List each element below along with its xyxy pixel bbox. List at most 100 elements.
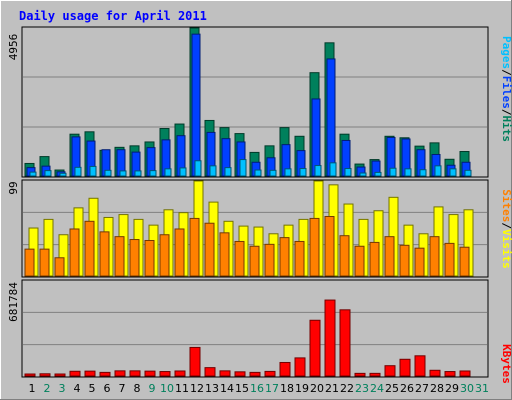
x-tick-label: 9 [149, 382, 156, 395]
legend-sep-1: / [500, 69, 512, 76]
x-tick-label: 23 [355, 382, 369, 395]
bar-sites-day-1 [24, 248, 35, 277]
x-tick-label: 14 [220, 382, 234, 395]
bar-kbytes-day-28 [429, 369, 441, 377]
bar-kbytes-day-26 [399, 358, 411, 377]
bar-pages-day-22 [344, 168, 352, 177]
bar-pages-day-19 [299, 168, 307, 177]
x-tick-label: 25 [385, 382, 399, 395]
bar-kbytes-day-6 [99, 371, 111, 377]
bar-pages-day-17 [269, 169, 277, 177]
bar-pages-day-30 [464, 169, 472, 177]
bar-pages-day-26 [404, 168, 412, 177]
panel-bottom-legend: KBytes [500, 344, 512, 384]
legend-pages: Pages [500, 36, 512, 69]
bar-sites-day-14 [219, 232, 230, 277]
panel-middle-max-label: 99 [7, 181, 20, 194]
bar-pages-day-9 [149, 170, 157, 177]
bar-kbytes-day-16 [249, 371, 261, 377]
bar-sites-day-9 [144, 239, 155, 277]
bar-pages-day-10 [164, 168, 172, 177]
bar-pages-day-2 [44, 170, 52, 177]
bar-files-day-21 [326, 58, 336, 177]
bar-pages-day-29 [449, 168, 457, 177]
bar-sites-day-11 [174, 228, 185, 277]
x-tick-label: 21 [325, 382, 339, 395]
legend-visits: Visits [500, 229, 512, 269]
bar-kbytes-day-9 [144, 370, 156, 377]
bar-pages-day-15 [239, 159, 247, 177]
bar-pages-day-13 [209, 165, 217, 177]
bar-kbytes-day-5 [84, 370, 96, 377]
bar-kbytes-day-7 [114, 370, 126, 377]
x-tick-label: 8 [134, 382, 141, 395]
bar-pages-day-11 [179, 167, 187, 177]
bar-sites-day-28 [429, 236, 440, 277]
x-tick-label: 4 [74, 382, 81, 395]
legend-sep-3: / [500, 222, 512, 229]
bar-kbytes-day-10 [159, 371, 171, 377]
bar-kbytes-day-8 [129, 370, 141, 377]
panel-top-legend: Pages/Files/Hits [500, 36, 512, 142]
panel-bottom: 681784 KBytes [7, 279, 512, 384]
bar-kbytes-day-12 [189, 346, 201, 377]
bar-kbytes-day-4 [69, 370, 81, 377]
panel-middle-legend: Sites/Visits [500, 189, 512, 269]
x-tick-label: 16 [250, 382, 264, 395]
bar-sites-day-4 [69, 228, 80, 277]
x-tick-label: 18 [280, 382, 294, 395]
x-tick-label: 7 [119, 382, 126, 395]
panel-bottom-max-label: 681784 [7, 282, 20, 322]
bar-pages-day-12 [194, 160, 202, 177]
bar-pages-day-28 [434, 165, 442, 177]
bar-pages-day-24 [374, 171, 382, 177]
bar-sites-day-25 [384, 236, 395, 277]
bar-sites-day-22 [339, 235, 350, 277]
x-tick-label: 6 [104, 382, 111, 395]
bar-kbytes-day-30 [459, 370, 471, 377]
svg-text:KBytes: KBytes [500, 344, 512, 384]
x-tick-label: 26 [400, 382, 414, 395]
x-tick-label: 20 [310, 382, 324, 395]
bar-kbytes-day-14 [219, 370, 231, 377]
svg-text:Pages/Files/Hits: Pages/Files/Hits [500, 36, 512, 142]
panel-bottom-gridlines [23, 311, 487, 346]
bar-pages-day-7 [119, 170, 127, 177]
bar-pages-day-4 [74, 166, 82, 177]
x-tick-label: 30 [460, 382, 474, 395]
bar-kbytes-day-23 [354, 372, 366, 377]
bar-sites-day-6 [99, 231, 110, 277]
x-tick-label: 2 [44, 382, 51, 395]
chart-title: Daily usage for April 2011 [19, 9, 207, 23]
bar-pages-day-14 [224, 167, 232, 177]
bar-kbytes-day-29 [444, 371, 456, 377]
bar-sites-day-19 [294, 240, 305, 277]
bar-pages-day-1 [29, 171, 37, 177]
bar-pages-day-3 [59, 172, 67, 177]
bar-sites-day-20 [309, 217, 320, 277]
bar-pages-day-5 [89, 165, 97, 177]
x-tick-label: 3 [59, 382, 66, 395]
x-tick-label: 19 [295, 382, 309, 395]
panel-top-gridlines [23, 76, 487, 128]
bar-sites-day-24 [369, 241, 380, 277]
x-axis-labels: 1 2 3 4 5 6 7 8 9 10 11 12 13 14 15 16 17 18 19 20 21 22 23 24 2… [29, 382, 490, 395]
x-tick-label: 11 [175, 382, 189, 395]
x-tick-label: 5 [89, 382, 96, 395]
bar-sites-day-13 [204, 222, 215, 277]
bar-kbytes-day-18 [279, 361, 291, 377]
x-tick-label: 12 [190, 382, 204, 395]
legend-kbytes: KBytes [500, 344, 512, 384]
bar-sites-day-5 [84, 220, 95, 277]
bar-pages-day-8 [134, 170, 142, 177]
panel-top: 4956 Pages/Files/Hits [7, 26, 512, 178]
bar-kbytes-day-3 [54, 373, 66, 377]
bar-sites-day-8 [129, 239, 140, 277]
panel-top-max-label: 4956 [7, 34, 20, 61]
bar-sites-day-15 [234, 240, 245, 277]
bar-sites-day-16 [249, 245, 260, 277]
bar-sites-day-23 [354, 245, 365, 277]
panel-middle-bars [24, 180, 474, 277]
x-tick-label: 10 [160, 382, 174, 395]
bar-sites-day-3 [54, 257, 65, 277]
